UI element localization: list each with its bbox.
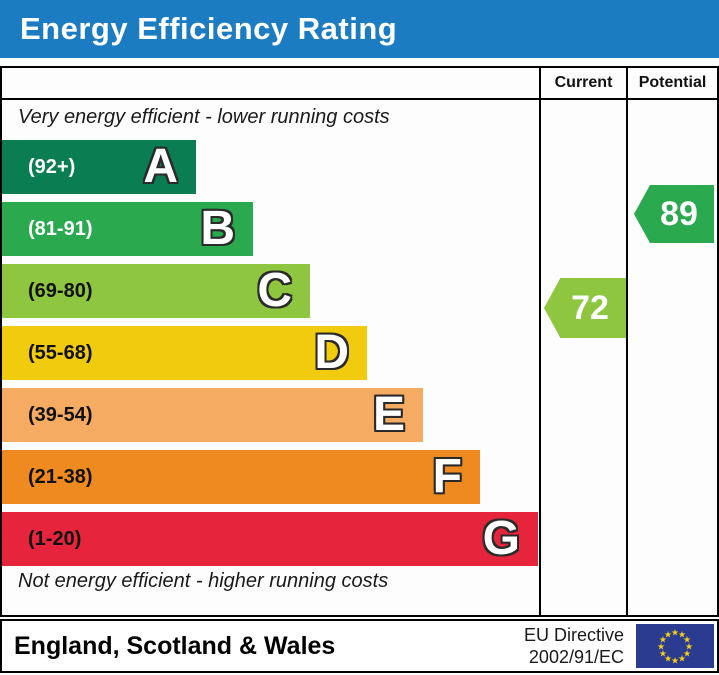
header-row-divider (2, 98, 717, 100)
svg-text:★: ★ (683, 649, 691, 659)
svg-text:★: ★ (659, 635, 667, 645)
current-rating-arrow: 72 (544, 278, 626, 338)
band-range-label: (69-80) (28, 279, 93, 302)
svg-text:★: ★ (671, 656, 679, 666)
svg-text:★: ★ (664, 654, 672, 664)
band-row-f: (21-38) F (2, 450, 480, 504)
band-letter: F (432, 450, 462, 503)
band-range-label: (92+) (28, 155, 76, 178)
potential-rating-value: 89 (660, 194, 698, 233)
band-row-a: (92+) A (2, 140, 196, 194)
band-letter: G (482, 512, 520, 565)
eu-flag-icon: ★ ★ ★ ★ ★ ★ ★ ★ ★ ★ ★ ★ (636, 624, 714, 668)
eu-directive-line1: EU Directive (523, 624, 624, 645)
band-letter: A (143, 140, 178, 193)
band-row-b: (81-91) B (2, 202, 253, 256)
potential-column-divider (626, 68, 628, 615)
bottom-caption: Not energy efficient - higher running co… (18, 570, 389, 592)
band-range-label: (81-91) (28, 217, 93, 240)
svg-text:★: ★ (671, 628, 679, 638)
footer-bar: England, Scotland & Wales EU Directive 2… (0, 619, 719, 673)
band-row-e: (39-54) E (2, 388, 423, 442)
eu-directive-label: EU Directive 2002/91/EC (524, 624, 624, 669)
svg-text:★: ★ (659, 649, 667, 659)
band-letter: B (200, 202, 235, 255)
band-range-label: (1-20) (28, 527, 82, 550)
energy-rating-table: Current Potential Very energy efficient … (0, 66, 719, 617)
band-letter: D (314, 326, 349, 379)
page-title: Energy Efficiency Rating (20, 11, 398, 46)
potential-rating-arrow: 89 (634, 185, 714, 243)
band-letter: C (257, 264, 292, 317)
column-header-current: Current (554, 74, 613, 91)
column-header-potential: Potential (638, 74, 707, 91)
band-range-label: (39-54) (28, 403, 93, 426)
svg-text:★: ★ (664, 629, 672, 639)
eu-directive-line2: 2002/91/EC (528, 647, 624, 667)
svg-text:★: ★ (657, 642, 665, 652)
band-range-label: (21-38) (28, 465, 93, 488)
svg-text:★: ★ (678, 654, 686, 664)
current-rating-value: 72 (571, 288, 609, 327)
band-row-g: (1-20) G (2, 512, 538, 566)
band-letter: E (372, 388, 405, 441)
band-row-c: (69-80) C (2, 264, 310, 318)
band-range-label: (55-68) (28, 341, 93, 364)
title-bar: Energy Efficiency Rating (0, 0, 719, 58)
region-label: England, Scotland & Wales (14, 631, 336, 660)
band-row-d: (55-68) D (2, 326, 367, 380)
svg-text:★: ★ (685, 642, 693, 652)
svg-text:★: ★ (678, 629, 686, 639)
top-caption: Very energy efficient - lower running co… (18, 106, 390, 128)
current-column-divider (539, 68, 541, 615)
svg-text:★: ★ (683, 635, 691, 645)
